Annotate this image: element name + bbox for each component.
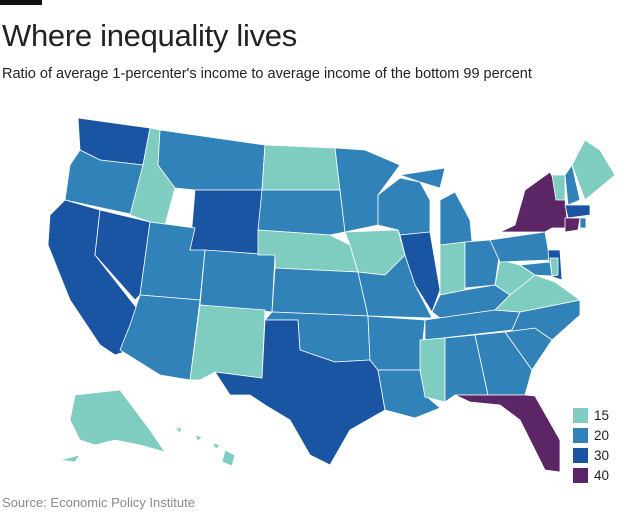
legend-swatch	[573, 468, 588, 483]
state-in	[439, 241, 466, 296]
state-wi	[377, 177, 431, 236]
state-mt	[157, 129, 266, 191]
state-md	[518, 261, 553, 277]
state-hi	[211, 442, 221, 450]
legend-swatch	[573, 408, 588, 423]
top-accent-bar	[0, 0, 42, 5]
state-vt	[551, 174, 566, 201]
state-pa	[489, 231, 551, 263]
state-ks	[271, 267, 369, 317]
legend-item: 15	[573, 406, 609, 425]
state-ar	[367, 315, 426, 371]
state-nm	[189, 304, 266, 381]
state-mi	[399, 167, 446, 189]
legend-label: 15	[594, 408, 610, 423]
state-wy	[189, 189, 263, 256]
state-oh	[464, 239, 501, 289]
legend-item: 20	[573, 426, 609, 445]
legend-swatch	[573, 428, 588, 443]
state-nh	[564, 164, 581, 206]
legend-item: 30	[573, 446, 609, 465]
legend-label: 20	[594, 428, 610, 443]
source-note: Source: Economic Policy Institute	[2, 495, 195, 510]
legend-label: 30	[594, 448, 610, 463]
state-me	[571, 139, 616, 201]
page-title: Where inequality lives	[2, 18, 297, 53]
page-subtitle: Ratio of average 1-percenter's income to…	[2, 66, 532, 82]
legend-label: 40	[594, 468, 610, 483]
legend-item: 40	[573, 466, 609, 485]
state-ms	[419, 337, 446, 403]
state-fl	[454, 394, 561, 473]
legend-swatch	[573, 448, 588, 463]
legend: 15 20 30 40	[573, 406, 609, 486]
state-tx	[214, 319, 386, 466]
state-hi	[221, 449, 236, 467]
state-hi	[174, 427, 183, 434]
state-az	[119, 294, 201, 381]
state-ct	[564, 217, 581, 233]
state-sd	[257, 189, 346, 236]
state-mi	[439, 191, 473, 246]
state-ma	[564, 204, 591, 219]
state-ga	[474, 331, 533, 396]
state-nv	[94, 209, 151, 301]
state-ak	[69, 389, 166, 453]
state-nd	[261, 144, 341, 191]
state-co	[199, 249, 276, 313]
state-ri	[579, 217, 587, 229]
state-ak	[59, 454, 81, 463]
state-hi	[194, 434, 203, 442]
